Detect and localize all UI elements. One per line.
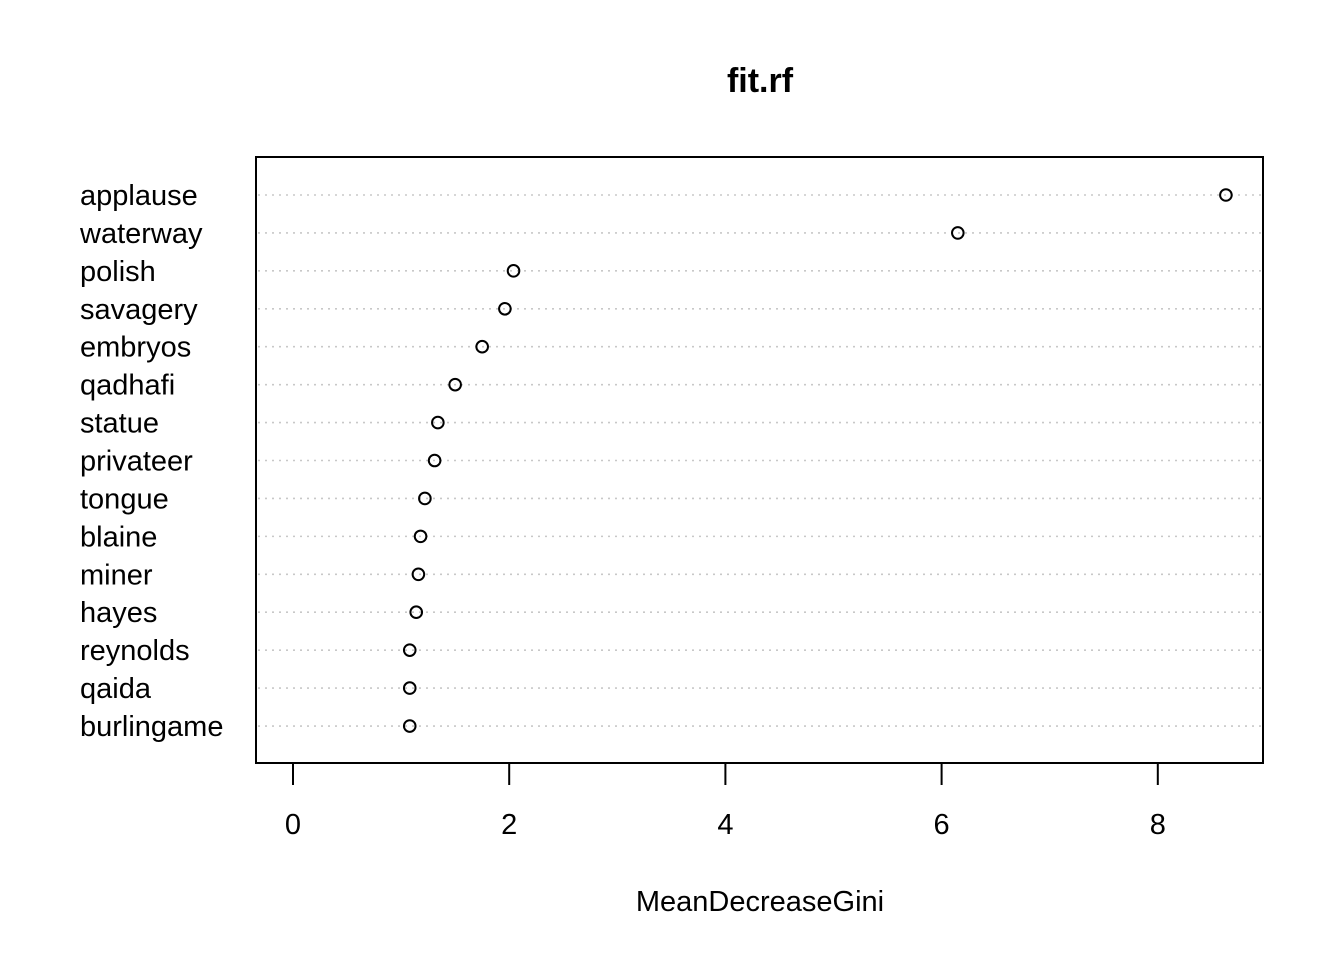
category-label: polish xyxy=(80,256,156,288)
data-point xyxy=(418,491,432,506)
data-point xyxy=(431,415,445,430)
category-label: embryos xyxy=(80,332,191,364)
category-label: waterway xyxy=(79,218,203,250)
x-tick-label: 2 xyxy=(501,809,517,841)
data-point xyxy=(475,339,489,354)
category-label: qaida xyxy=(80,673,152,705)
category-label: privateer xyxy=(80,446,193,478)
data-points xyxy=(402,188,1233,733)
category-label: qadhafi xyxy=(80,370,175,402)
data-point xyxy=(402,681,417,695)
category-label: savagery xyxy=(80,294,198,326)
x-axis: 0 2 4 6 8 xyxy=(285,762,1166,841)
x-tick-label: 0 xyxy=(285,809,301,841)
data-point xyxy=(506,264,521,278)
gridlines xyxy=(258,194,1261,727)
data-point xyxy=(411,567,426,582)
category-label: tongue xyxy=(80,483,169,515)
data-point xyxy=(951,226,965,240)
category-label: blaine xyxy=(80,521,157,553)
category-label: statue xyxy=(80,408,159,440)
data-point xyxy=(1219,188,1233,202)
data-point xyxy=(498,301,512,316)
category-label: applause xyxy=(80,180,198,212)
category-label: hayes xyxy=(80,597,157,629)
x-tick-label: 4 xyxy=(717,809,733,841)
data-point xyxy=(402,643,417,657)
data-point xyxy=(427,453,442,468)
chart-title: fit.rf xyxy=(727,62,794,100)
plot-frame xyxy=(255,156,1264,764)
data-point xyxy=(409,605,424,620)
x-tick-label: 6 xyxy=(934,809,950,841)
data-point xyxy=(402,719,417,733)
category-label: miner xyxy=(80,559,153,591)
category-label: reynolds xyxy=(80,635,190,667)
x-axis-title: MeanDecreaseGini xyxy=(636,886,884,918)
data-point xyxy=(448,377,462,392)
category-labels: applause waterway polish savagery embryos qad… xyxy=(79,180,223,743)
category-label: burlingame xyxy=(80,711,223,743)
x-tick-label: 8 xyxy=(1150,809,1166,841)
data-point xyxy=(413,529,428,544)
